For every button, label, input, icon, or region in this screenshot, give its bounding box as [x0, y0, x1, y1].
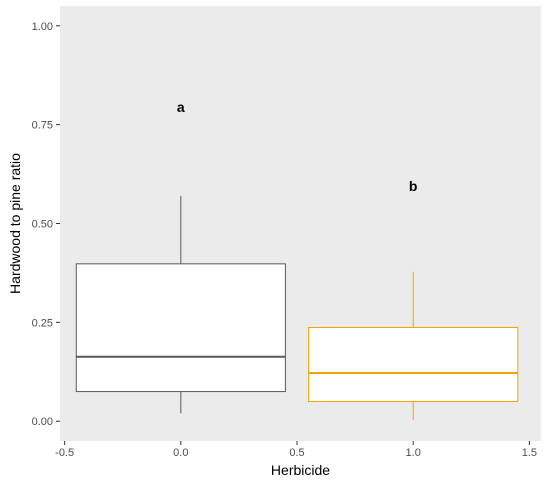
y-tick-label-0: 0.00	[32, 416, 53, 428]
x-axis: -0.5 0.0 0.5 1.0 1.5	[55, 441, 537, 459]
x-tick-label-2: 0.5	[289, 447, 304, 459]
x-axis-title: Herbicide	[271, 462, 330, 478]
x-tick-label-3: 1.0	[406, 447, 421, 459]
box-0	[75, 263, 286, 393]
significance-letters: ab	[177, 99, 418, 194]
x-tick-label-1: 0.0	[173, 447, 188, 459]
box-1	[308, 327, 519, 402]
letter-a: a	[177, 99, 185, 115]
y-tick-label-4: 1.00	[32, 21, 53, 33]
y-axis-title: Hardwood to pine ratio	[7, 153, 23, 294]
y-tick-label-3: 0.75	[32, 120, 53, 132]
box-layer	[75, 195, 519, 421]
x-tick-label-4: 1.5	[522, 447, 537, 459]
y-axis: 0.00 0.25 0.50 0.75 1.00	[32, 21, 60, 428]
x-tick-label-0: -0.5	[55, 447, 74, 459]
y-tick-label-1: 0.25	[32, 317, 53, 329]
y-tick-label-2: 0.50	[32, 219, 53, 231]
letter-b: b	[409, 178, 418, 194]
